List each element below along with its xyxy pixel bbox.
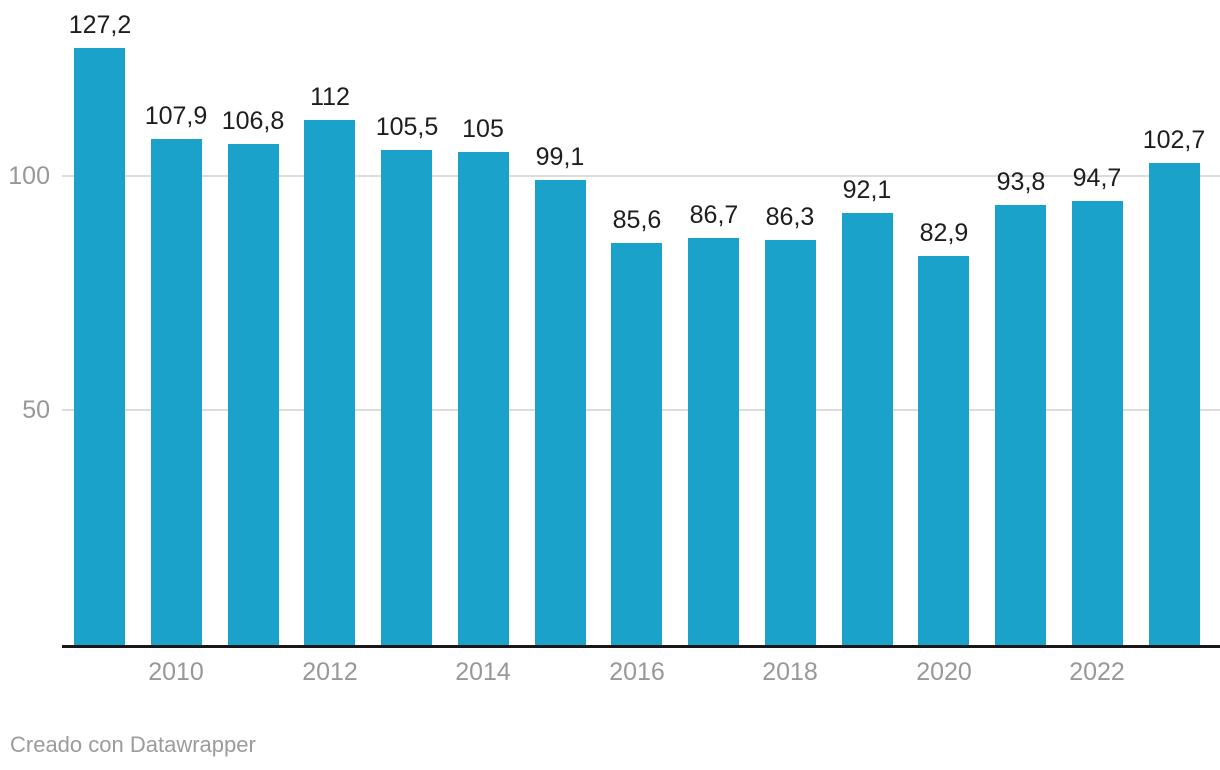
attribution-link[interactable]: Creado con Datawrapper xyxy=(10,732,256,757)
bar[interactable] xyxy=(228,144,279,646)
x-axis-tick-label: 2010 xyxy=(148,658,204,686)
x-axis-tick-label: 2012 xyxy=(302,658,358,686)
x-axis-tick-label: 2016 xyxy=(609,658,665,686)
gridline xyxy=(62,174,1220,177)
bar[interactable] xyxy=(304,120,355,646)
y-axis-tick-label: 50 xyxy=(22,396,50,425)
bar[interactable] xyxy=(535,180,586,646)
bar[interactable] xyxy=(842,213,893,646)
bar-value-label: 107,9 xyxy=(144,102,208,130)
bar[interactable] xyxy=(151,139,202,646)
bar[interactable] xyxy=(765,240,816,646)
bar-value-label: 86,3 xyxy=(765,203,815,231)
x-axis-tick-label: 2014 xyxy=(455,658,511,686)
y-axis-tick-label: 100 xyxy=(8,161,50,190)
bar-value-label: 99,1 xyxy=(535,143,585,171)
bar-value-label: 82,9 xyxy=(919,219,969,247)
bar-value-label: 127,2 xyxy=(68,11,132,39)
bar-value-label: 85,6 xyxy=(612,206,662,234)
bar-value-label: 92,1 xyxy=(842,176,892,204)
bar-value-label: 112 xyxy=(310,83,350,111)
bar[interactable] xyxy=(611,243,662,646)
bar[interactable] xyxy=(688,238,739,646)
bar[interactable] xyxy=(458,152,509,646)
bar[interactable] xyxy=(381,150,432,646)
x-axis-tick-label: 2022 xyxy=(1069,658,1125,686)
bar-value-label: 105 xyxy=(462,115,504,143)
x-axis-tick-label: 2018 xyxy=(762,658,818,686)
bar[interactable] xyxy=(918,256,969,646)
bar-value-label: 94,7 xyxy=(1072,164,1122,192)
x-axis-line xyxy=(62,645,1220,648)
bar-value-label: 93,8 xyxy=(996,168,1046,196)
bar[interactable] xyxy=(1072,201,1123,646)
plot-area: 50 100 127,2 107,9 106,8 112 105,5 105 99,1 85,6 8… xyxy=(8,11,1220,686)
bar-value-label: 105,5 xyxy=(375,113,439,141)
bar[interactable] xyxy=(74,48,125,646)
bar-value-label: 86,7 xyxy=(689,201,739,229)
x-axis-tick-label: 2020 xyxy=(916,658,972,686)
bar-value-label: 102,7 xyxy=(1142,126,1206,154)
bar[interactable] xyxy=(1149,163,1200,646)
bar[interactable] xyxy=(995,205,1046,646)
bar-value-label: 106,8 xyxy=(221,107,285,135)
